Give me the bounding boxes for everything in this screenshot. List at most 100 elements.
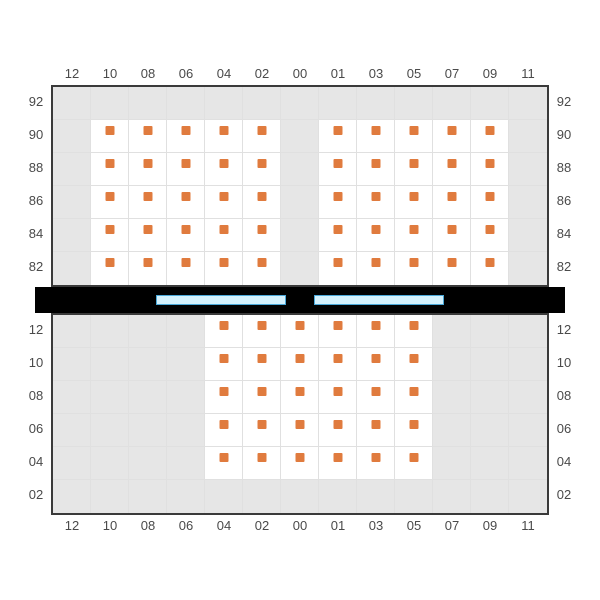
seat-cell[interactable] [395, 219, 433, 252]
seat-cell [167, 87, 205, 120]
seat-cell[interactable] [205, 315, 243, 348]
seat-cell[interactable] [319, 381, 357, 414]
seat-cell[interactable] [205, 348, 243, 381]
seat-cell[interactable] [433, 252, 471, 285]
seat-cell[interactable] [281, 348, 319, 381]
seat-cell [433, 381, 471, 414]
seat-cell[interactable] [395, 447, 433, 480]
seat-cell[interactable] [319, 219, 357, 252]
seat-cell[interactable] [319, 186, 357, 219]
seat-cell[interactable] [395, 348, 433, 381]
seat-cell[interactable] [243, 315, 281, 348]
seat-cell[interactable] [205, 153, 243, 186]
seat-cell[interactable] [129, 252, 167, 285]
seat-cell[interactable] [205, 186, 243, 219]
seat-cell[interactable] [395, 414, 433, 447]
seat-cell[interactable] [243, 252, 281, 285]
seat-cell[interactable] [395, 120, 433, 153]
seat-cell[interactable] [129, 186, 167, 219]
seat-cell[interactable] [91, 120, 129, 153]
seat-cell[interactable] [471, 219, 509, 252]
seat-cell[interactable] [281, 414, 319, 447]
seat-cell[interactable] [243, 219, 281, 252]
seat-cell[interactable] [319, 252, 357, 285]
seat-cell[interactable] [129, 120, 167, 153]
col-label: 02 [243, 63, 281, 85]
seat-cell[interactable] [471, 120, 509, 153]
seat-cell[interactable] [319, 414, 357, 447]
seat-cell[interactable] [319, 315, 357, 348]
seat-cell[interactable] [395, 186, 433, 219]
seat-cell[interactable] [91, 252, 129, 285]
seat-cell[interactable] [357, 219, 395, 252]
seat-cell[interactable] [167, 153, 205, 186]
seat-cell[interactable] [357, 153, 395, 186]
seat-cell[interactable] [243, 120, 281, 153]
seat-cell[interactable] [91, 153, 129, 186]
seat-cell[interactable] [357, 414, 395, 447]
seat-cell[interactable] [319, 153, 357, 186]
divider-bar [35, 287, 565, 313]
seat-cell[interactable] [281, 315, 319, 348]
seat-cell[interactable] [129, 219, 167, 252]
row-label: 02 [29, 478, 43, 511]
seat-cell[interactable] [205, 381, 243, 414]
seat-cell[interactable] [129, 153, 167, 186]
row-label: 04 [557, 445, 571, 478]
seat-cell[interactable] [319, 447, 357, 480]
seat-cell [53, 252, 91, 285]
seat-cell [53, 381, 91, 414]
seat-cell [53, 153, 91, 186]
bench-left [156, 295, 286, 305]
seat-cell[interactable] [357, 315, 395, 348]
seat-cell[interactable] [91, 186, 129, 219]
seat-cell[interactable] [357, 348, 395, 381]
seat-cell[interactable] [319, 348, 357, 381]
seat-cell[interactable] [167, 219, 205, 252]
row-label: 06 [29, 412, 43, 445]
seat-cell[interactable] [281, 381, 319, 414]
seat-cell[interactable] [395, 381, 433, 414]
seat-cell [167, 414, 205, 447]
seat-cell[interactable] [471, 186, 509, 219]
seat-cell [395, 480, 433, 513]
seat-cell[interactable] [357, 447, 395, 480]
row-label: 02 [557, 478, 571, 511]
seat-cell[interactable] [91, 219, 129, 252]
seat-cell[interactable] [167, 120, 205, 153]
seat-cell[interactable] [357, 252, 395, 285]
seat-cell[interactable] [205, 219, 243, 252]
seat-cell[interactable] [243, 414, 281, 447]
seat-cell[interactable] [395, 252, 433, 285]
seat-cell[interactable] [433, 219, 471, 252]
seat-cell[interactable] [357, 120, 395, 153]
seat-cell[interactable] [357, 381, 395, 414]
seat-cell[interactable] [433, 120, 471, 153]
seat-cell [433, 447, 471, 480]
seat-cell[interactable] [243, 153, 281, 186]
seat-cell[interactable] [471, 252, 509, 285]
seat-cell[interactable] [281, 447, 319, 480]
seat-cell[interactable] [395, 315, 433, 348]
col-label: 10 [91, 63, 129, 85]
seat-cell [91, 381, 129, 414]
seat-cell[interactable] [205, 252, 243, 285]
seat-cell[interactable] [167, 186, 205, 219]
seat-cell[interactable] [205, 414, 243, 447]
seat-cell[interactable] [357, 186, 395, 219]
seat-cell[interactable] [243, 348, 281, 381]
seat-cell[interactable] [205, 120, 243, 153]
seat-cell[interactable] [243, 447, 281, 480]
seat-cell[interactable] [471, 153, 509, 186]
seat-cell [509, 153, 547, 186]
seat-cell[interactable] [205, 447, 243, 480]
seat-cell[interactable] [433, 153, 471, 186]
top-section: 929088868482 929088868482 [21, 85, 579, 287]
seat-cell[interactable] [243, 381, 281, 414]
seat-cell [129, 315, 167, 348]
seat-cell[interactable] [167, 252, 205, 285]
seat-cell[interactable] [243, 186, 281, 219]
seat-cell[interactable] [433, 186, 471, 219]
seat-cell[interactable] [319, 120, 357, 153]
seat-cell[interactable] [395, 153, 433, 186]
